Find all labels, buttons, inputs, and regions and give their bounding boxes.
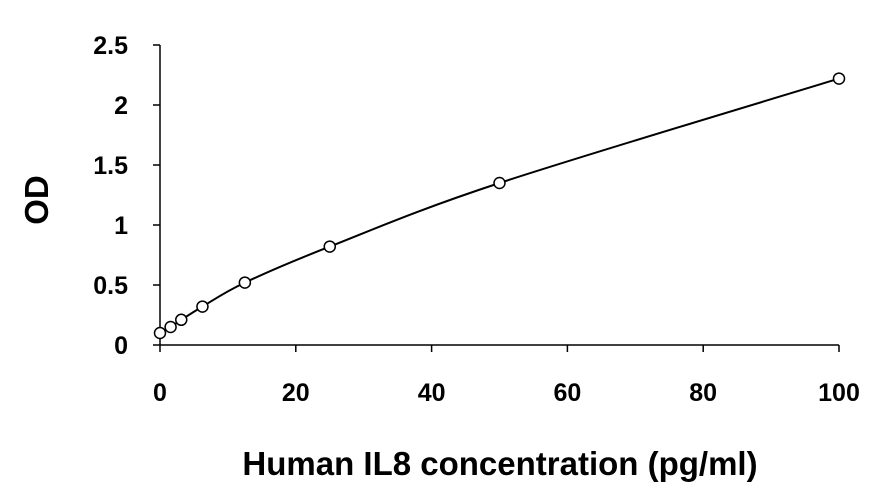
y-tick-label: 1 <box>114 212 128 240</box>
x-tick-label: 0 <box>153 379 167 407</box>
x-tick-label: 100 <box>818 379 860 407</box>
y-tick-label: 0.5 <box>93 272 128 300</box>
axes <box>153 44 840 352</box>
data-point <box>196 300 209 313</box>
data-point <box>175 313 188 327</box>
y-tick-label: 2.5 <box>93 32 128 60</box>
x-tick-label: 20 <box>282 379 310 407</box>
data-point <box>832 72 846 85</box>
y-tick-label: 2 <box>114 92 128 120</box>
data-point <box>238 276 252 289</box>
x-tick-label: 60 <box>553 379 581 407</box>
y-tick-label: 1.5 <box>93 152 128 180</box>
fit-curve <box>159 77 840 334</box>
x-tick-label: 80 <box>689 379 717 407</box>
x-tick-label: 40 <box>418 379 446 407</box>
data-points-layer <box>153 72 846 340</box>
fit-curve-layer <box>159 77 840 334</box>
data-point <box>153 326 167 340</box>
data-point <box>323 240 336 253</box>
labels-layer: Human IL8 concentration (pg/ml) OD 0 0.5 1… <box>18 32 860 482</box>
y-tick-label: 0 <box>114 332 128 360</box>
data-point <box>493 176 506 190</box>
data-point <box>164 320 177 334</box>
x-axis-title: Human IL8 concentration (pg/ml) <box>242 445 757 482</box>
y-axis-title: OD <box>18 175 55 225</box>
